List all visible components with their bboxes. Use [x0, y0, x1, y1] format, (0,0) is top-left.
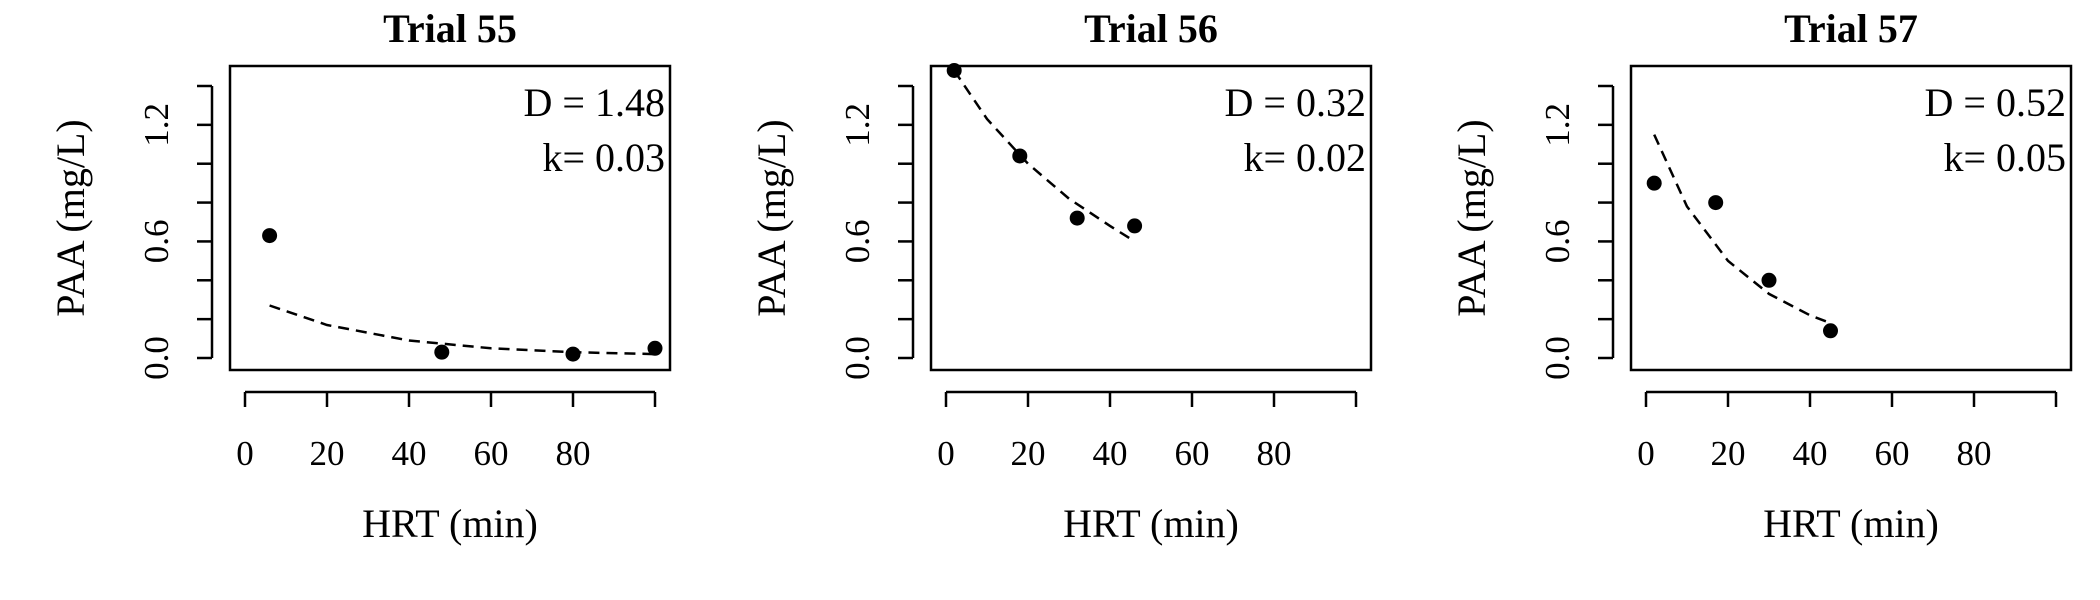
- y-tick-label: 0.6: [838, 220, 877, 264]
- fitted-curve: [953, 69, 1136, 243]
- x-tick-label: 80: [556, 434, 591, 473]
- x-tick-label: 20: [310, 434, 345, 473]
- data-point: [1069, 210, 1085, 226]
- fitted-curve: [1653, 134, 1831, 325]
- panel-3: Trial 57 0 20 40 60 80 HRT (min) 0.0 0.6 1.2 PAA (…: [1449, 6, 2073, 546]
- chart-title: Trial 55: [383, 6, 517, 51]
- data-point: [1646, 175, 1662, 191]
- chart-title: Trial 57: [1784, 6, 1918, 51]
- y-axis-label: PAA (mg/L): [1449, 119, 1494, 316]
- x-tick-label: 80: [1257, 434, 1292, 473]
- fit-annotation: k= 0.02: [1243, 135, 1366, 180]
- x-tick-label: 0: [1637, 434, 1655, 473]
- plot-frame: [929, 64, 1373, 372]
- y-axis-label: PAA (mg/L): [749, 119, 794, 316]
- data-point: [434, 344, 450, 360]
- x-tick-label: 0: [937, 434, 955, 473]
- fit-annotation: D = 0.32: [1225, 80, 1366, 125]
- fit-annotation: k= 0.03: [542, 135, 665, 180]
- data-point: [1012, 148, 1028, 164]
- x-axis-label: HRT (min): [362, 501, 538, 546]
- y-tick-label: 0.6: [1538, 220, 1577, 264]
- x-tick-label: 60: [474, 434, 509, 473]
- x-tick-label: 60: [1875, 434, 1910, 473]
- y-tick-label: 0.0: [838, 336, 877, 380]
- y-tick-label: 1.2: [838, 103, 877, 147]
- plot-frame: [228, 64, 672, 372]
- data-point: [647, 340, 663, 356]
- fit-annotation: D = 1.48: [524, 80, 665, 125]
- plot-frame: [1629, 64, 2073, 372]
- x-tick-label: 40: [1793, 434, 1828, 473]
- y-tick-label: 1.2: [137, 103, 176, 147]
- y-tick-label: 0.0: [137, 336, 176, 380]
- x-tick-label: 60: [1175, 434, 1210, 473]
- data-point: [565, 346, 581, 362]
- data-point: [1708, 195, 1724, 211]
- panels: Trial 55 0 20 40 60 80 HRT (min) 0.0 0.6 1.2 PAA (…: [48, 6, 2073, 546]
- fit-annotation: k= 0.05: [1943, 135, 2066, 180]
- x-tick-label: 20: [1711, 434, 1746, 473]
- fitted-curve: [269, 304, 656, 356]
- x-tick-label: 20: [1011, 434, 1046, 473]
- fit-annotation: D = 0.52: [1925, 80, 2066, 125]
- y-axis-label: PAA (mg/L): [48, 119, 93, 316]
- chart-title: Trial 56: [1084, 6, 1218, 51]
- data-point: [1823, 323, 1838, 339]
- y-tick-label: 1.2: [1538, 103, 1577, 147]
- data-point: [262, 228, 278, 244]
- panel-1: Trial 55 0 20 40 60 80 HRT (min) 0.0 0.6 1.2 PAA (…: [48, 6, 672, 546]
- x-tick-label: 80: [1957, 434, 1992, 473]
- x-axis-label: HRT (min): [1763, 501, 1939, 546]
- panel-2: Trial 56 0 20 40 60 80 HRT (min) 0.0 0.6 1.2 PAA (…: [749, 6, 1373, 546]
- y-tick-label: 0.0: [1538, 336, 1577, 380]
- data-point: [1127, 218, 1143, 234]
- x-tick-label: 40: [392, 434, 427, 473]
- data-point: [946, 62, 962, 78]
- x-tick-label: 40: [1093, 434, 1128, 473]
- x-axis-label: HRT (min): [1063, 501, 1239, 546]
- x-tick-label: 0: [236, 434, 254, 473]
- y-tick-label: 0.6: [137, 220, 176, 264]
- data-point: [1761, 272, 1777, 288]
